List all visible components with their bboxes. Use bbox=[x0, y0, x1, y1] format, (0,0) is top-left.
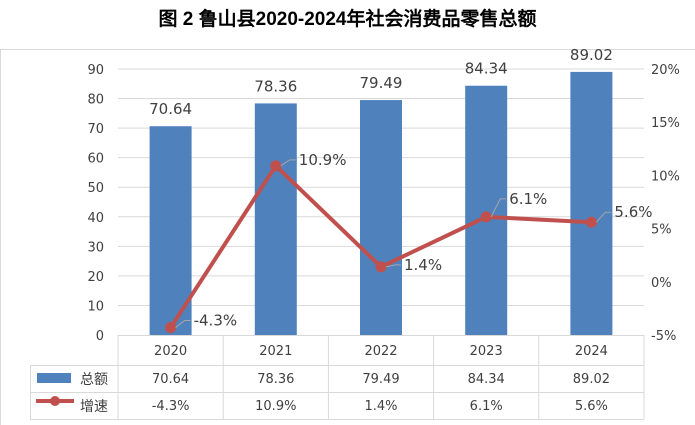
table-cell-growth: 10.9% bbox=[255, 399, 296, 414]
right-tick-label: 10% bbox=[651, 169, 680, 184]
growth-marker-2024 bbox=[585, 216, 597, 228]
leader-line bbox=[280, 159, 296, 167]
category-label: 2021 bbox=[259, 344, 292, 359]
table-cell-total: 70.64 bbox=[152, 372, 189, 387]
bar-2021 bbox=[254, 103, 297, 335]
table-cell-total: 84.34 bbox=[468, 372, 505, 387]
growth-data-label: 1.4% bbox=[404, 256, 442, 274]
right-tick-label: 5% bbox=[651, 223, 672, 238]
bar-data-label: 78.36 bbox=[254, 77, 297, 95]
left-tick-label: 70 bbox=[87, 122, 104, 137]
table-cell-total: 79.49 bbox=[362, 372, 399, 387]
growth-marker-2023 bbox=[480, 211, 492, 223]
left-tick-label: 60 bbox=[87, 152, 104, 167]
table-cell-total: 89.02 bbox=[573, 372, 610, 387]
chart-title: 图 2 鲁山县2020-2024年社会消费品零售总额 bbox=[158, 9, 537, 30]
chart-frame bbox=[0, 49, 695, 425]
growth-data-label: -4.3% bbox=[194, 312, 238, 330]
bar-2024 bbox=[570, 71, 613, 335]
bar-2020 bbox=[149, 126, 192, 335]
growth-marker-2021 bbox=[270, 160, 282, 172]
growth-data-label: 6.1% bbox=[509, 190, 547, 208]
bar-data-label: 79.49 bbox=[360, 74, 403, 92]
left-tick-label: 20 bbox=[87, 270, 104, 285]
leader-line bbox=[596, 211, 612, 223]
growth-data-label: 10.9% bbox=[299, 151, 347, 169]
legend-key-total bbox=[37, 373, 71, 383]
left-tick-label: 40 bbox=[87, 211, 104, 226]
table-cell-total: 78.36 bbox=[257, 372, 294, 387]
right-tick-label: 15% bbox=[651, 116, 680, 131]
bar-data-label: 70.64 bbox=[149, 100, 192, 118]
legend-label-total: 总额 bbox=[80, 372, 108, 388]
left-tick-label: 0 bbox=[96, 329, 104, 344]
leader-line bbox=[175, 320, 191, 328]
bar-data-label: 89.02 bbox=[570, 46, 613, 64]
category-label: 2023 bbox=[470, 344, 503, 359]
left-tick-label: 30 bbox=[87, 240, 104, 255]
growth-marker-2022 bbox=[375, 261, 387, 273]
legend-label-growth: 增速 bbox=[80, 399, 108, 415]
growth-marker-2020 bbox=[165, 322, 177, 334]
leader-line bbox=[490, 198, 507, 218]
growth-data-label: 5.6% bbox=[614, 203, 652, 221]
category-label: 2022 bbox=[364, 344, 397, 359]
leader-line bbox=[385, 264, 401, 268]
category-label: 2024 bbox=[575, 344, 608, 359]
table-cell-growth: 1.4% bbox=[364, 399, 397, 414]
left-tick-label: 10 bbox=[87, 299, 104, 314]
bar-2022 bbox=[360, 100, 402, 335]
left-tick-label: 50 bbox=[87, 181, 104, 196]
legend-key-growth-marker bbox=[50, 396, 60, 406]
left-tick-label: 80 bbox=[87, 93, 104, 108]
right-tick-label: 20% bbox=[651, 63, 680, 78]
left-tick-label: 90 bbox=[87, 63, 104, 78]
bar-data-label: 84.34 bbox=[465, 60, 508, 78]
table-cell-growth: 5.6% bbox=[575, 399, 608, 414]
table-cell-growth: 6.1% bbox=[470, 399, 503, 414]
right-tick-label: 0% bbox=[651, 276, 672, 291]
bar-2023 bbox=[465, 85, 508, 335]
right-tick-label: -5% bbox=[651, 329, 676, 344]
category-label: 2020 bbox=[154, 344, 187, 359]
table-cell-growth: -4.3% bbox=[152, 399, 190, 414]
